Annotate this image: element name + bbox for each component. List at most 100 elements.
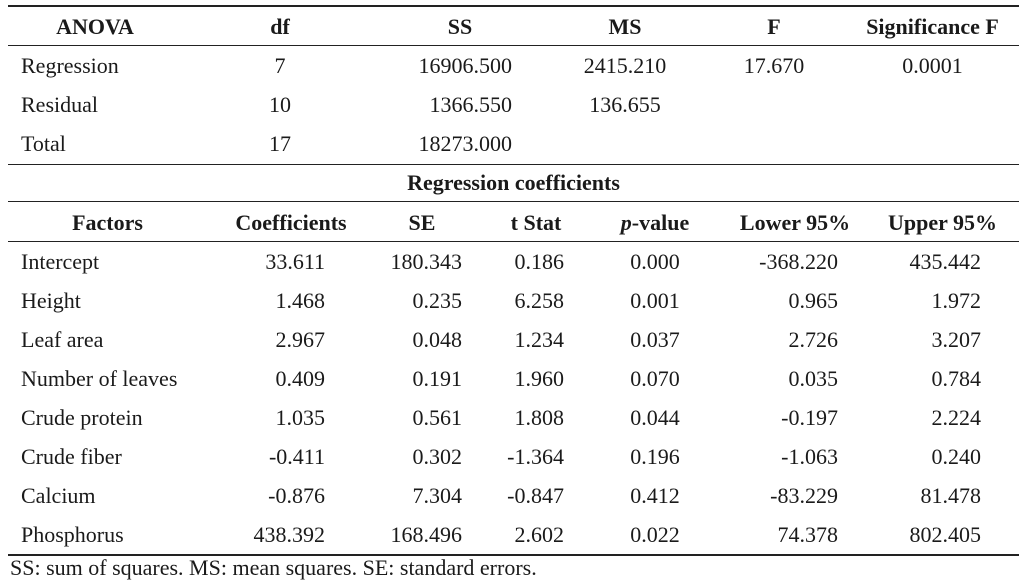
table-row: Calcium -0.876 7.304 -0.847 0.412 -83.22… <box>0 476 1027 515</box>
anova-row-total: Total 17 18273.000 <box>0 124 1027 163</box>
anova-header-df: df <box>270 14 290 39</box>
coef-lower: 2.726 <box>788 327 839 352</box>
coef-value: 2.967 <box>275 327 326 352</box>
coefficients-title-rule <box>8 201 1019 202</box>
coef-factor: Phosphorus <box>21 522 124 547</box>
anova-row-sig: 0.0001 <box>902 53 963 78</box>
coef-tstat: 0.186 <box>514 249 565 274</box>
pvalue-suffix: -value <box>631 210 690 235</box>
coef-se: 0.048 <box>412 327 463 352</box>
coef-se: 0.561 <box>412 405 463 430</box>
coef-lower: -368.220 <box>759 249 838 274</box>
anova-row-f <box>724 124 824 163</box>
coef-lower: -83.229 <box>770 483 838 508</box>
coef-upper: 0.784 <box>931 366 982 391</box>
anova-row-label: Total <box>21 131 66 156</box>
anova-row-f: 17.670 <box>743 53 805 78</box>
coef-factor: Crude protein <box>21 405 143 430</box>
pvalue-italic-p: p <box>620 210 632 235</box>
anova-row-ss: 16906.500 <box>418 53 513 78</box>
coef-se: 7.304 <box>412 483 463 508</box>
coef-value: 1.035 <box>275 405 326 430</box>
coefficients-header-row: Factors Coefficients SE t Stat p-value L… <box>0 203 1027 242</box>
coef-header-lower: Lower 95% <box>739 210 851 235</box>
anova-header-f: F <box>767 14 781 39</box>
anova-row-label: Residual <box>21 92 98 117</box>
coefficients-section-title: Regression coefficients <box>407 170 620 195</box>
anova-row-ms <box>565 124 685 163</box>
table-row: Phosphorus 438.392 168.496 2.602 0.022 7… <box>0 515 1027 554</box>
table-row: Crude protein 1.035 0.561 1.808 0.044 -0… <box>0 398 1027 437</box>
coef-se: 0.235 <box>412 288 463 313</box>
anova-header-row: ANOVA df SS MS F Significance F <box>0 7 1027 46</box>
coef-pvalue: 0.412 <box>630 483 680 508</box>
anova-row-f <box>724 85 824 124</box>
table-top-rule <box>8 5 1019 7</box>
table-row: Number of leaves 0.409 0.191 1.960 0.070… <box>0 359 1027 398</box>
anova-header-ss: SS <box>447 14 473 39</box>
coef-tstat: -0.847 <box>507 483 564 508</box>
coef-pvalue: 0.044 <box>630 405 680 430</box>
anova-row-ms: 136.655 <box>589 92 661 117</box>
anova-row-sig <box>850 85 1015 124</box>
coef-factor: Crude fiber <box>21 444 122 469</box>
anova-row-ms: 2415.210 <box>583 53 667 78</box>
coef-pvalue: 0.022 <box>630 522 680 547</box>
coef-factor: Calcium <box>21 483 96 508</box>
coef-upper: 81.478 <box>920 483 982 508</box>
coef-tstat: 2.602 <box>514 522 565 547</box>
coef-pvalue: 0.000 <box>630 249 680 274</box>
coef-value: 1.468 <box>275 288 326 313</box>
coef-header-coefficients: Coefficients <box>235 210 347 235</box>
anova-header-label: ANOVA <box>56 14 134 39</box>
anova-row-sig <box>850 124 1015 163</box>
table-row: Crude fiber -0.411 0.302 -1.364 0.196 -1… <box>0 437 1027 476</box>
coef-header-upper: Upper 95% <box>888 210 997 235</box>
coef-se: 0.302 <box>412 444 463 469</box>
coef-upper: 2.224 <box>931 405 982 430</box>
coef-tstat: -1.364 <box>507 444 564 469</box>
coef-header-factors: Factors <box>72 210 143 235</box>
anova-header-rule <box>8 45 1019 46</box>
coef-factor: Intercept <box>21 249 100 274</box>
anova-row-ss: 18273.000 <box>418 131 513 156</box>
coef-upper: 0.240 <box>931 444 982 469</box>
coef-tstat: 1.234 <box>514 327 565 352</box>
coef-header-pvalue: p-value <box>600 203 710 242</box>
table-row: Leaf area 2.967 0.048 1.234 0.037 2.726 … <box>0 320 1027 359</box>
anova-row-ss: 1366.550 <box>429 92 513 117</box>
coef-value: 0.409 <box>275 366 326 391</box>
anova-row-regression: Regression 7 16906.500 2415.210 17.670 0… <box>0 46 1027 85</box>
coef-lower: -1.063 <box>781 444 838 469</box>
anova-header-significance: Significance F <box>866 14 999 39</box>
anova-row-residual: Residual 10 1366.550 136.655 <box>0 85 1027 124</box>
coef-value: -0.876 <box>268 483 325 508</box>
coef-lower: -0.197 <box>781 405 838 430</box>
anova-bottom-rule <box>8 164 1019 165</box>
coef-lower: 74.378 <box>777 522 839 547</box>
coef-header-tstat: t Stat <box>510 210 562 235</box>
anova-row-label: Regression <box>21 53 119 78</box>
coef-factor: Leaf area <box>21 327 104 352</box>
coef-pvalue: 0.196 <box>630 444 680 469</box>
table-row: Height 1.468 0.235 6.258 0.001 0.965 1.9… <box>0 281 1027 320</box>
coef-se: 0.191 <box>412 366 463 391</box>
coef-se: 180.343 <box>390 249 463 274</box>
coef-value: 33.611 <box>265 249 325 274</box>
coefficients-header-rule <box>8 241 1019 242</box>
coef-upper: 3.207 <box>931 327 982 352</box>
coef-upper: 802.405 <box>909 522 982 547</box>
coef-tstat: 6.258 <box>514 288 565 313</box>
anova-row-df: 7 <box>274 53 286 78</box>
coef-pvalue: 0.070 <box>630 366 680 391</box>
coef-pvalue: 0.001 <box>630 288 680 313</box>
table-bottom-rule <box>8 554 1019 556</box>
coef-value: -0.411 <box>268 444 325 469</box>
coef-tstat: 1.808 <box>514 405 565 430</box>
coef-value: 438.392 <box>253 522 326 547</box>
coef-lower: 0.965 <box>788 288 839 313</box>
coef-header-se: SE <box>408 210 436 235</box>
coef-lower: 0.035 <box>788 366 839 391</box>
table-footnote: SS: sum of squares. MS: mean squares. SE… <box>10 555 537 580</box>
